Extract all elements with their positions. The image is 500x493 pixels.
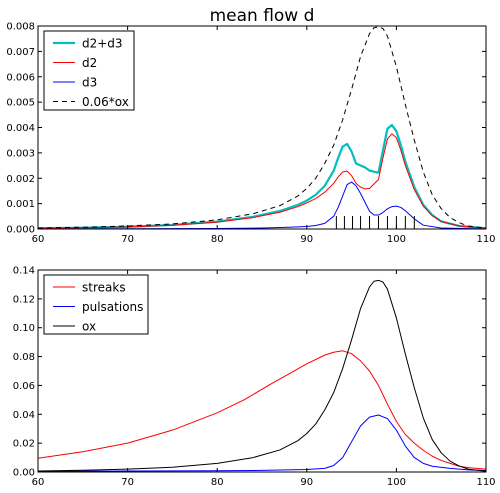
x-tick-label: 110 (476, 477, 495, 488)
y-tick-label: 0.003 (6, 148, 35, 159)
x-tick-label: 80 (211, 477, 224, 488)
plot-1-series (37, 26, 487, 230)
y-tick-label: 0.008 (6, 22, 35, 33)
y-tick-label: 0.00 (13, 468, 35, 479)
x-tick-label: 60 (32, 477, 45, 488)
legend-box (43, 30, 135, 111)
legend-box (43, 274, 149, 335)
y-tick-label: 0.006 (6, 72, 35, 83)
plot-2-series (37, 279, 487, 472)
legend-label-d3: d3 (82, 76, 97, 90)
series-line-d2-d3 (37, 123, 487, 230)
series-line-pulsations (37, 414, 487, 472)
legend-label-pulsations: pulsations (82, 300, 143, 314)
y-tick-label: 0.000 (6, 225, 35, 236)
series-line-ox (37, 279, 487, 472)
y-tick-label: 0.04 (13, 410, 35, 421)
plot-mean-flow-d: mean flow d 60 70 80 90 100 110 0.000 0.001 0.00… (6, 6, 495, 245)
x-tick-label: 100 (387, 477, 406, 488)
plot-1-tick-marks (335, 216, 415, 229)
series-line-d3 (37, 181, 487, 230)
x-tick-label: 100 (387, 234, 406, 245)
y-tick-label: 0.12 (13, 294, 35, 305)
legend-label-streaks: streaks (82, 281, 126, 295)
y-tick-label: 0.14 (13, 266, 35, 277)
legend-label-ox: ox (82, 320, 96, 334)
y-tick-label: 0.10 (13, 323, 35, 334)
legend-label-d2: d2 (82, 56, 97, 70)
x-tick-label: 90 (300, 234, 313, 245)
x-tick-label: 90 (300, 477, 313, 488)
y-tick-label: 0.005 (6, 98, 35, 109)
x-tick-label: 70 (121, 477, 134, 488)
x-tick-label: 60 (32, 234, 45, 245)
x-tick-label: 70 (121, 234, 134, 245)
plot-2-legend: streaks pulsations ox (43, 274, 149, 335)
chart-title: mean flow d (210, 6, 315, 26)
x-tick-label: 80 (211, 234, 224, 245)
y-tick-label: 0.007 (6, 47, 35, 58)
plot-1-legend: d2+d3 d2 d3 0.06*ox (43, 30, 135, 111)
plot-2-frame (37, 269, 487, 473)
y-tick-label: 0.001 (6, 199, 35, 210)
plot-streaks-pulsations: 60 70 80 90 100 110 0.00 0.02 0.04 0.06 0.08 0.10 0.… (13, 266, 496, 489)
legend-label-d2-d3: d2+d3 (82, 37, 123, 51)
x-tick-label: 110 (476, 234, 495, 245)
series-line-streaks (37, 350, 487, 470)
plot-2-axes: 60 70 80 90 100 110 0.00 0.02 0.04 0.06 0.08 0.10 0.… (13, 266, 496, 489)
y-tick-label: 0.004 (6, 123, 35, 134)
y-tick-label: 0.06 (13, 381, 35, 392)
y-tick-label: 0.02 (13, 439, 35, 450)
legend-label-0-06-ox: 0.06*ox (82, 95, 129, 109)
series-line-d2 (37, 133, 487, 229)
y-tick-label: 0.002 (6, 174, 35, 185)
series-line-0-06-ox (37, 26, 487, 229)
plot-1-axes: 60 70 80 90 100 110 0.000 0.001 0.002 0.003 0.004 0… (6, 22, 495, 246)
y-tick-label: 0.08 (13, 352, 35, 363)
